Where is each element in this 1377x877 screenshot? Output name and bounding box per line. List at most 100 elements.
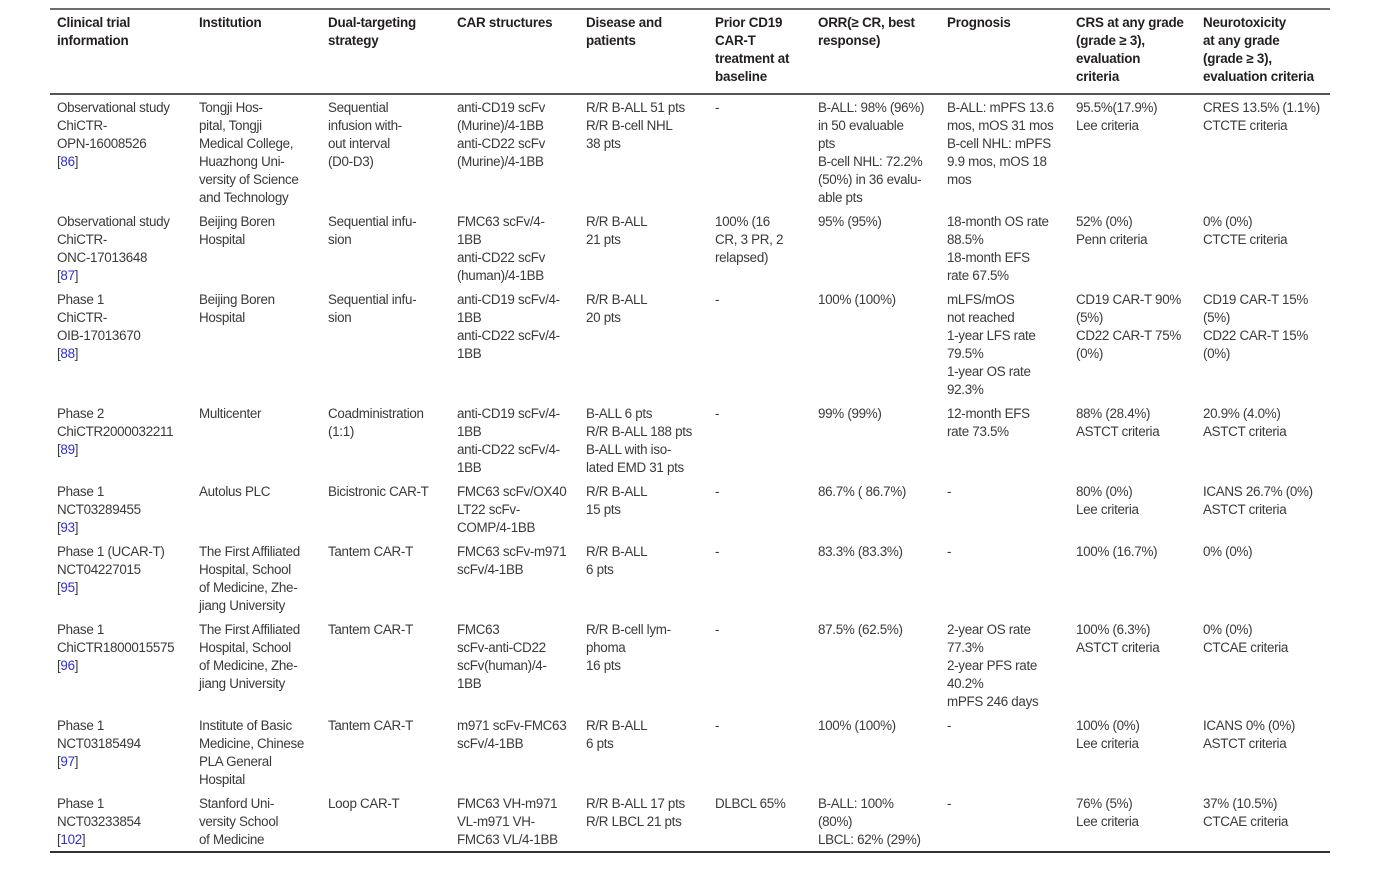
cell-text-line: ChiCTR- (57, 118, 107, 133)
reference-link[interactable]: 88 (60, 346, 75, 361)
cell-text-line: B-ALL with iso- (586, 442, 672, 457)
cell-text-line: R/R B-ALL (586, 544, 648, 559)
crs-cell: 100% (16.7%) (1069, 539, 1196, 617)
cell-text-line: out interval (328, 136, 390, 151)
car-structure-cell: anti-CD19 scFv/4- 1BB anti-CD22 scFv/4- 1BB (450, 401, 579, 479)
header-text-line: ORR(≥ CR, best (818, 15, 915, 30)
reference-link[interactable]: 89 (60, 442, 75, 457)
cell-text-line: mos (947, 172, 972, 187)
cell-text-line: 87.5% (62.5%) (818, 622, 903, 637)
trial-info-cell: Phase 2 ChiCTR2000032211 [89] (50, 401, 192, 479)
cell-text-line: R/R B-ALL (586, 214, 648, 229)
cell-text-line: ONC-17013648 (57, 250, 148, 265)
strategy-cell: Sequential infu-sion (321, 287, 450, 401)
cell-text-line: Medicine, Chinese (199, 736, 305, 751)
cell-text-line: Lee criteria (1076, 118, 1139, 133)
cell-text-line: R/R B-ALL 188 pts (586, 424, 693, 439)
cell-text-line: B-cell NHL: mPFS (947, 136, 1051, 151)
cell-text-line: anti-CD22 scFv/4- (457, 328, 560, 343)
cell-text-line: 1BB (457, 232, 482, 247)
cell-text-line: 37% (10.5%) (1203, 796, 1278, 811)
cell-text-line: - (715, 292, 720, 307)
header-text-line: (grade ≥ 3), (1076, 33, 1145, 48)
cell-text-line: - (715, 718, 720, 733)
cell-text-line: Tantem CAR-T (328, 622, 413, 637)
prognosis-cell: - (940, 539, 1069, 617)
trial-info-cell: Observational study ChiCTR- ONC-17013648 [8… (50, 209, 192, 287)
cell-text-line: 99% (99%) (818, 406, 882, 421)
institution-cell: The First Affiliated Hospital, School of M… (192, 617, 321, 713)
car-structure-cell: FMC63 VH-m971 VL-m971 VH- FMC63 VL/4-1BB (450, 791, 579, 852)
cell-text-line: anti-CD22 scFv (457, 136, 546, 151)
cell-text-line: 12-month EFS (947, 406, 1030, 421)
cell-text-line: jiang University (199, 676, 285, 691)
cell-text-line: 95.5%(17.9%) (1076, 100, 1158, 115)
reference-link[interactable]: 97 (60, 754, 75, 769)
cell-text-line: 40.2% (947, 676, 984, 691)
prognosis-cell: - (940, 791, 1069, 852)
prior-treatment-cell: - (708, 401, 811, 479)
reference-line: [89] (57, 441, 188, 459)
reference-link[interactable]: 87 (60, 268, 75, 283)
trial-info-cell: Phase 1 NCT03185494 [97] (50, 713, 192, 791)
cell-text-line: COMP/4-1BB (457, 520, 536, 535)
car-structure-cell: FMC63 scFv-m971 scFv/4-1BB (450, 539, 579, 617)
cell-text-line: Hospital (199, 772, 245, 787)
cell-text-line: Penn criteria (1076, 232, 1148, 247)
strategy-cell: Tantem CAR-T (321, 539, 450, 617)
table-row: Observational study ChiCTR- OPN-16008526 [8… (50, 94, 1330, 209)
institution-cell: Beijing Boren Hospital (192, 209, 321, 287)
cell-text-line: - (715, 100, 720, 115)
neurotoxicity-cell: 20.9% (4.0%) ASTCT criteria (1196, 401, 1330, 479)
cell-text-line: R/R B-cell NHL (586, 118, 673, 133)
bracket-close: ] (81, 832, 86, 847)
bracket-close: ] (74, 754, 79, 769)
cell-text-line: 1BB (457, 460, 482, 475)
cell-text-line: anti-CD19 scFv/4- (457, 406, 560, 421)
reference-link[interactable]: 96 (60, 658, 75, 673)
cell-text-line: Sequential infu- (328, 292, 417, 307)
crs-cell: 100% (6.3%) ASTCT criteria (1069, 617, 1196, 713)
prognosis-cell: - (940, 479, 1069, 539)
cell-text-line: (human)/4-1BB (457, 268, 544, 283)
cell-text-line: (80%) (818, 814, 853, 829)
reference-link[interactable]: 95 (60, 580, 75, 595)
cell-text-line: 100% (100%) (818, 292, 896, 307)
cell-text-line: LT22 scFv- (457, 502, 520, 517)
header-text-line: CAR-T (715, 33, 756, 48)
prognosis-cell: 12-month EFS rate 73.5% (940, 401, 1069, 479)
neurotoxicity-cell: 0% (0%) CTCAE criteria (1196, 617, 1330, 713)
cell-text-line: FMC63 VH-m971 (457, 796, 558, 811)
bracket-open: [ (57, 832, 61, 847)
header-text-line: treatment at (715, 51, 790, 66)
table-row: Observational study ChiCTR- ONC-17013648 [8… (50, 209, 1330, 287)
cell-text-line: pts (818, 136, 835, 151)
prior-treatment-cell: - (708, 94, 811, 209)
cell-text-line: versity of Science (199, 172, 299, 187)
cell-text-line: 20.9% (4.0%) (1203, 406, 1281, 421)
cell-text-line: rate 73.5% (947, 424, 1009, 439)
reference-link[interactable]: 93 (60, 520, 75, 535)
reference-line: [95] (57, 579, 188, 597)
cell-text-line: pital, Tongji (199, 118, 262, 133)
table-row: Phase 1 ChiCTR1800015575 [96] The First Aff… (50, 617, 1330, 713)
car-structure-cell: m971 scFv-FMC63 scFv/4-1BB (450, 713, 579, 791)
cell-text-line: Phase 1 (57, 484, 105, 499)
cell-text-line: ASTCT criteria (1203, 424, 1287, 439)
orr-cell: 95% (95%) (811, 209, 940, 287)
cell-text-line: Hospital, School (199, 640, 291, 655)
neurotoxicity-cell: 0% (0%) CTCTE criteria (1196, 209, 1330, 287)
car-structure-cell: FMC63 scFv-anti-CD22 scFv(human)/4- 1BB (450, 617, 579, 713)
column-header-dual-targeting-strategy: Dual-targeting strategy (321, 9, 450, 94)
cell-text-line: sion (328, 232, 352, 247)
reference-link[interactable]: 102 (60, 832, 82, 847)
bracket-open: [ (57, 520, 61, 535)
cell-text-line: - (947, 796, 952, 811)
cell-text-line: relapsed) (715, 250, 769, 265)
header-text-line: information (57, 33, 129, 48)
reference-link[interactable]: 86 (60, 154, 75, 169)
table-row: Phase 1 NCT03185494 [97] Institute of Basic… (50, 713, 1330, 791)
institution-cell: The First Affiliated Hospital, School of M… (192, 539, 321, 617)
cell-text-line: B-ALL: 98% (96%) (818, 100, 925, 115)
cell-text-line: ASTCT criteria (1076, 640, 1160, 655)
